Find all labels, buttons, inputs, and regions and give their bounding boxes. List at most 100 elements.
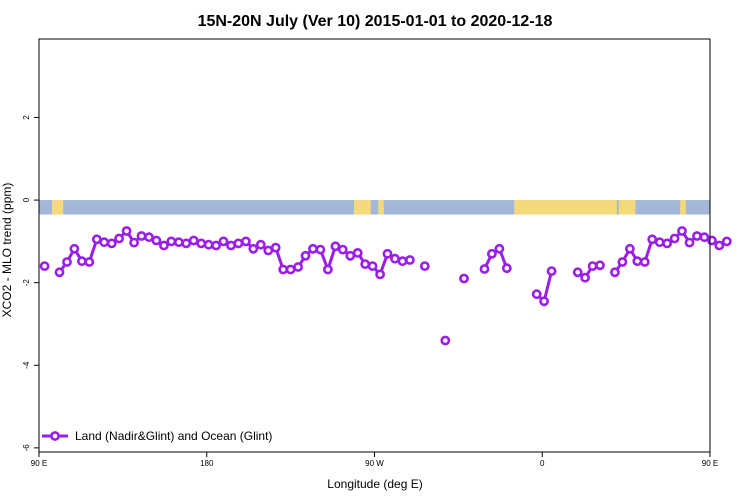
data-point-59 [572,267,583,278]
data-point-12 [136,231,147,241]
x-tick-label-4: 90 E [702,459,718,468]
x-tick-label-2: 90 W [365,459,384,468]
data-point-11 [129,237,139,248]
data-point-51 [459,273,469,284]
x-axis-label: Longitude (deg E) [327,477,422,491]
data-point-2 [62,257,72,267]
data-point-67 [639,257,650,267]
data-point-58 [546,266,557,276]
data-point-23 [218,236,229,247]
data-point-4 [77,256,87,267]
data-point-47 [397,256,408,267]
map-land-4 [618,200,636,215]
map-band [39,200,710,215]
series-layer [39,226,732,346]
data-point-9 [114,233,124,244]
data-point-49 [419,261,430,271]
data-point-39 [337,244,348,255]
data-point-62 [595,260,605,271]
data-point-34 [300,250,311,261]
data-point-5 [84,257,95,267]
data-point-10 [121,226,132,236]
data-point-35 [308,243,318,254]
data-point-7 [99,237,110,248]
data-point-57 [539,296,549,307]
data-point-55 [501,263,512,274]
y-tick-label-2: -2 [22,279,31,287]
data-point-69 [654,237,665,248]
legend-marker [50,431,60,441]
data-point-19 [188,235,199,246]
x-tick-label-3: 0 [540,459,545,468]
map-land-0 [52,200,64,215]
data-point-63 [610,267,620,278]
data-point-22 [211,240,221,251]
data-point-74 [692,231,702,241]
data-point-75 [699,232,710,243]
data-point-17 [173,237,184,248]
legend-label: Land (Nadir&Glint) and Ocean (Glint) [75,429,272,443]
data-point-14 [151,235,162,246]
data-point-18 [181,238,192,249]
y-tick-label-4: -6 [22,444,31,452]
y-axis-label: XCO2 - MLO trend (ppm) [0,183,14,318]
data-point-33 [293,262,303,272]
data-point-72 [677,226,687,236]
data-point-30 [270,242,281,253]
y-tick-label-3: -4 [22,361,31,369]
data-point-56 [531,289,542,300]
y-axis: 2 0 -2 -4 -6 [22,115,39,452]
data-point-37 [322,264,333,275]
data-point-25 [233,238,244,249]
data-point-64 [617,257,628,267]
data-point-41 [352,247,363,258]
data-point-77 [714,240,725,251]
data-point-73 [684,237,695,248]
data-point-27 [248,243,259,254]
data-point-78 [721,236,732,247]
map-land-1 [353,200,371,215]
data-point-46 [390,253,400,264]
data-point-42 [360,259,371,269]
data-point-60 [580,272,590,283]
data-point-71 [669,233,680,244]
map-land-2 [378,200,384,215]
y-tick-label-1: 0 [22,197,31,202]
data-point-54 [494,243,505,254]
data-point-76 [707,235,717,246]
data-point-26 [240,236,251,247]
data-point-0 [39,261,50,271]
data-point-32 [285,264,296,275]
data-point-50 [440,335,451,346]
data-point-52 [479,264,490,274]
data-point-68 [647,234,658,245]
data-point-70 [662,238,672,249]
data-point-8 [106,238,117,249]
x-axis: 90 E 180 90 W 0 90 E [31,452,718,468]
x-tick-label-1: 180 [200,459,214,468]
data-point-1 [54,267,65,278]
data-point-53 [486,248,497,259]
data-point-48 [404,255,415,265]
data-point-44 [375,269,385,280]
data-point-21 [203,239,214,250]
data-point-16 [166,236,177,247]
data-point-38 [330,241,341,252]
data-point-15 [158,240,169,251]
data-point-28 [255,239,266,250]
data-point-43 [367,261,378,271]
y-tick-label-0: 2 [22,115,31,120]
plot-frame [38,38,711,453]
data-point-36 [315,244,326,255]
map-land-3 [514,200,617,215]
x-tick-label-0: 90 E [31,459,47,468]
data-point-61 [587,261,598,271]
data-point-20 [196,238,207,249]
data-point-65 [625,243,635,254]
map-land-5 [680,200,686,215]
legend: Land (Nadir&Glint) and Ocean (Glint) [42,429,272,443]
data-point-13 [144,232,154,243]
data-point-3 [69,243,80,254]
data-point-45 [382,248,393,259]
